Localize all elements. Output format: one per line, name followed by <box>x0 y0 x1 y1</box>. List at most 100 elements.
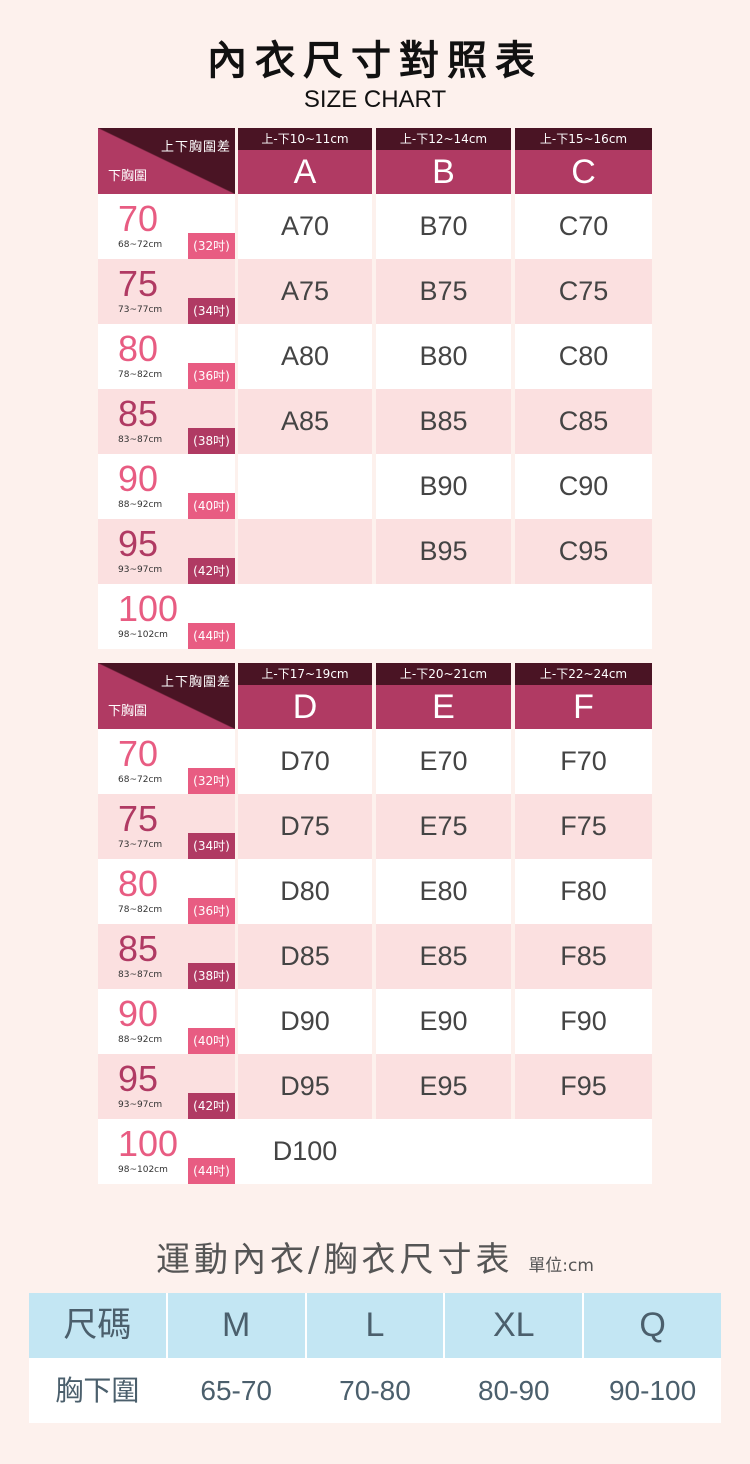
band-inch: (40吋) <box>188 1028 235 1054</box>
size-value: A80 <box>280 341 330 371</box>
band-cm: 73~77cm <box>118 840 163 850</box>
band-inch: (34吋) <box>188 833 235 859</box>
sport-body-cell: 65-70 <box>168 1358 307 1423</box>
size-value: F90 <box>560 1006 607 1036</box>
cup-letter: B <box>432 153 455 191</box>
cup-range: 上-下12~14cm <box>376 128 511 150</box>
cup-range: 上-下20~21cm <box>376 663 511 685</box>
size-cell: D100 <box>272 1136 338 1166</box>
table-row: 100 98~102cm (44吋) D100 <box>98 1119 652 1184</box>
cup-letter: C <box>571 153 596 191</box>
diff-label: 上下胸圍差 <box>160 140 231 155</box>
band-cm: 68~72cm <box>118 775 163 785</box>
band-cm: 83~87cm <box>118 435 163 445</box>
page-subtitle: SIZE CHART <box>303 86 447 113</box>
size-cell: D80 <box>238 859 372 924</box>
table-row: 70 68~72cm (32吋) A70 B70 C70 <box>98 194 652 259</box>
size-cell: C70 <box>515 194 652 259</box>
band-cell: 100 98~102cm (44吋) <box>98 1119 235 1184</box>
band-size: 95 <box>118 1058 159 1099</box>
size-cell: C80 <box>515 324 652 389</box>
band-cell: 85 83~87cm (38吋) <box>98 389 235 454</box>
band-inch: (42吋) <box>188 558 235 584</box>
size-cell: F95 <box>515 1054 652 1119</box>
size-value: B85 <box>419 406 468 436</box>
unit-label: 單位:cm <box>528 1256 594 1276</box>
size-cell: B70 <box>376 194 511 259</box>
band-cell: 85 83~87cm (38吋) <box>98 924 235 989</box>
band-inch: (34吋) <box>188 298 235 324</box>
band-inch: (40吋) <box>188 493 235 519</box>
table-row: 80 78~82cm (36吋) D80 E80 F80 <box>98 859 652 924</box>
band-cell: 75 73~77cm (34吋) <box>98 794 235 859</box>
sport-size-table: 尺碼 M L XL Q 胸下圍 65-70 70-80 80-90 90-100 <box>29 1293 721 1423</box>
size-cell <box>238 519 372 584</box>
sport-body-cell: 90-100 <box>608 1375 697 1406</box>
band-cell: 75 73~77cm (34吋) <box>98 259 235 324</box>
size-cell: C75 <box>515 259 652 324</box>
band-cell: 100 98~102cm (44吋) <box>98 584 235 649</box>
table-header: 上下胸圍差 下胸圍 上-下17~19cm D 上-下20~21cm E 上-下22~24cm… <box>98 663 652 729</box>
size-cell: D85 <box>238 924 372 989</box>
size-value: C85 <box>558 406 609 436</box>
table-row: 70 68~72cm (32吋) D70 E70 F70 <box>98 729 652 794</box>
size-cell <box>238 454 372 519</box>
cup-range: 上-下22~24cm <box>515 663 652 685</box>
band-cell: 95 93~97cm (42吋) <box>98 1054 235 1119</box>
cup-range: 上-下10~11cm <box>238 128 372 150</box>
size-cell: B85 <box>376 389 511 454</box>
band-cm: 83~87cm <box>118 970 163 980</box>
size-table-def: 上下胸圍差 下胸圍 上-下17~19cm D 上-下20~21cm E 上-下22~24cm… <box>98 663 652 1184</box>
cup-letter: E <box>432 688 455 726</box>
band-cell: 80 78~82cm (36吋) <box>98 859 235 924</box>
size-table-abc: 上下胸圍差 下胸圍 上-下10~11cm A 上-下12~14cm B 上-下15~16cm… <box>98 128 652 649</box>
size-cell: E80 <box>376 859 511 924</box>
table-row: 95 93~97cm (42吋) D95 E95 F95 <box>98 1054 652 1119</box>
band-size: 85 <box>118 928 159 969</box>
size-cell: C90 <box>515 454 652 519</box>
size-cell: F90 <box>515 989 652 1054</box>
band-size: 75 <box>118 798 159 839</box>
band-size: 80 <box>118 328 159 369</box>
band-size: 85 <box>118 393 159 434</box>
size-value: C90 <box>558 471 609 501</box>
cup-range: 上-下15~16cm <box>515 128 652 150</box>
cup-header-f: 上-下22~24cm F <box>515 663 652 729</box>
corner-header: 上下胸圍差 下胸圍 <box>98 128 235 194</box>
cup-letter: F <box>573 688 594 726</box>
size-value: E95 <box>419 1071 468 1101</box>
size-cell: A70 <box>238 194 372 259</box>
band-size: 70 <box>118 198 159 239</box>
sport-body-row: 胸下圍 65-70 70-80 80-90 90-100 <box>29 1358 721 1423</box>
size-cell: E90 <box>376 989 511 1054</box>
size-value: F75 <box>560 811 607 841</box>
band-size: 100 <box>118 588 179 629</box>
band-inch: (38吋) <box>188 963 235 989</box>
sport-header-cell: L <box>307 1293 446 1358</box>
size-value: E75 <box>419 811 468 841</box>
table-row: 95 93~97cm (42吋) B95 C95 <box>98 519 652 584</box>
size-cell: B80 <box>376 324 511 389</box>
size-cell: D70 <box>238 729 372 794</box>
cup-header-a: 上-下10~11cm A <box>238 128 372 194</box>
size-cell: F80 <box>515 859 652 924</box>
size-value: B80 <box>419 341 468 371</box>
band-cm: 88~92cm <box>118 1035 163 1045</box>
sport-body-cell: 胸下圍 <box>29 1358 168 1423</box>
size-value: E85 <box>419 941 468 971</box>
size-value: B70 <box>419 211 468 241</box>
table-row: 85 83~87cm (38吋) D85 E85 F85 <box>98 924 652 989</box>
table-row: 75 73~77cm (34吋) D75 E75 F75 <box>98 794 652 859</box>
cup-header-c: 上-下15~16cm C <box>515 128 652 194</box>
size-value: F85 <box>560 941 607 971</box>
size-cell: E75 <box>376 794 511 859</box>
band-size: 95 <box>118 523 159 564</box>
band-cm: 78~82cm <box>118 370 163 380</box>
size-value: E90 <box>419 1006 468 1036</box>
band-cell: 70 68~72cm (32吋) <box>98 729 235 794</box>
sport-body-cell: 70-80 <box>307 1358 446 1423</box>
size-value: F95 <box>560 1071 607 1101</box>
band-inch: (32吋) <box>188 233 235 259</box>
size-value: A75 <box>280 276 330 306</box>
size-cell: E95 <box>376 1054 511 1119</box>
